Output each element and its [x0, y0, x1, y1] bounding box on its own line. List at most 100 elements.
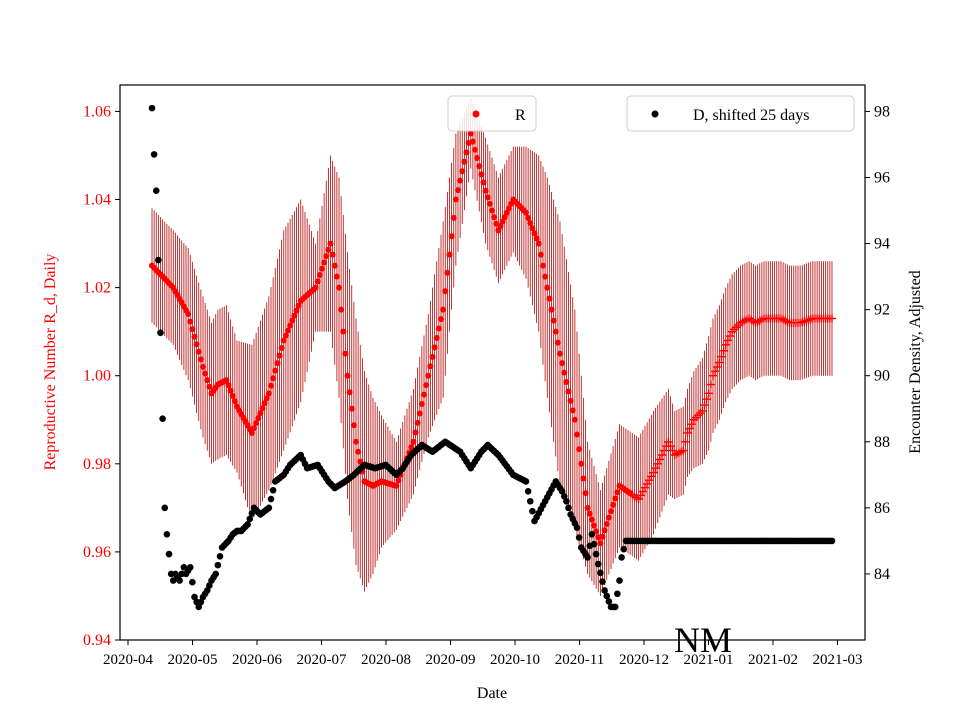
r-point: [423, 382, 430, 389]
d-point: [565, 504, 572, 512]
r-point: [542, 273, 549, 280]
r-point-plus: [717, 352, 726, 361]
r-point: [525, 214, 532, 221]
r-point: [438, 316, 444, 323]
r-point: [189, 326, 196, 333]
d-point: [573, 524, 581, 531]
r-point: [574, 431, 580, 438]
x-tick-label: 2020-08: [361, 652, 411, 668]
legend-d-label: D, shifted 25 days: [693, 107, 809, 124]
r-errorbar-layer: [151, 98, 833, 596]
r-point-plus: [660, 446, 669, 455]
r-point: [280, 337, 287, 344]
r-point: [185, 311, 192, 318]
r-point-plus: [828, 314, 836, 323]
r-point: [327, 240, 334, 247]
r-point-plus: [681, 437, 690, 446]
r-point: [421, 391, 427, 398]
d-point: [605, 598, 613, 605]
d-point: [614, 590, 621, 598]
r-point: [270, 375, 277, 382]
r-point: [412, 429, 419, 436]
r-point: [486, 200, 493, 207]
r-point-plus: [713, 362, 722, 371]
d-point: [560, 492, 568, 500]
r-point-plus: [655, 455, 664, 464]
right-y-tick-label: 92: [874, 302, 890, 319]
r-point: [395, 477, 402, 484]
r-point: [463, 149, 470, 156]
d-series-layer: [148, 104, 836, 611]
r-point-plus: [658, 451, 666, 459]
r-point: [469, 138, 476, 145]
d-point: [212, 570, 220, 578]
r-point: [540, 262, 546, 269]
r-point: [448, 233, 455, 240]
r-point-plus: [709, 371, 717, 380]
d-point: [186, 564, 194, 571]
d-point: [599, 578, 606, 585]
r-point: [567, 397, 574, 404]
x-tick-label: 2021-01: [684, 652, 734, 668]
r-point: [480, 179, 487, 186]
r-point: [338, 306, 345, 313]
r-point: [257, 410, 264, 417]
r-point: [253, 420, 260, 427]
r-point: [200, 363, 206, 370]
r-point: [293, 307, 300, 314]
r-point: [523, 209, 529, 216]
r-point-plus: [715, 358, 724, 367]
r-point: [489, 207, 495, 214]
d-point: [206, 582, 213, 589]
r-point: [355, 448, 362, 455]
r-point: [418, 401, 425, 408]
d-point: [244, 521, 251, 528]
r-point: [569, 407, 576, 414]
d-point: [148, 104, 156, 112]
r-point: [467, 130, 474, 137]
right-y-tick-label: 90: [874, 368, 890, 385]
d-point: [575, 534, 583, 541]
left-y-tick-label: 1.06: [83, 103, 111, 120]
d-point: [611, 603, 619, 611]
d-point: [216, 553, 224, 560]
r-point: [187, 318, 194, 325]
x-tick-label: 2020-06: [232, 652, 282, 668]
r-point-plus: [679, 446, 688, 455]
d-point: [563, 497, 570, 505]
r-point: [259, 405, 266, 412]
right-y-tick-label: 86: [874, 500, 890, 517]
d-point: [157, 329, 164, 337]
r-point: [531, 230, 538, 237]
x-tick-label: 2020-04: [103, 652, 153, 668]
r-point: [472, 146, 478, 153]
r-point-plus: [706, 380, 715, 389]
r-point: [459, 168, 466, 175]
d-point: [590, 540, 598, 548]
r-point: [608, 508, 614, 515]
d-point: [522, 478, 530, 485]
left-y-tick-label: 0.94: [83, 632, 111, 649]
r-point: [612, 495, 619, 502]
r-point-plus: [700, 401, 709, 410]
r-point: [571, 416, 578, 423]
x-tick-label: 2020-11: [555, 652, 604, 668]
r-point: [527, 220, 534, 227]
r-point: [533, 235, 540, 242]
r-point: [557, 350, 563, 357]
r-point-plus: [702, 395, 711, 404]
d-point: [620, 545, 628, 553]
r-point: [197, 356, 204, 363]
r-point-plus: [687, 420, 696, 429]
r-point: [474, 154, 481, 161]
r-point: [561, 369, 568, 376]
r-point: [576, 446, 583, 453]
d-point: [603, 592, 611, 600]
r-point: [350, 422, 357, 429]
legend-r-label: R: [515, 107, 526, 124]
r-point: [484, 194, 491, 201]
d-point: [524, 488, 532, 495]
d-point: [601, 587, 608, 594]
r-point: [336, 284, 342, 291]
d-point: [616, 577, 623, 584]
